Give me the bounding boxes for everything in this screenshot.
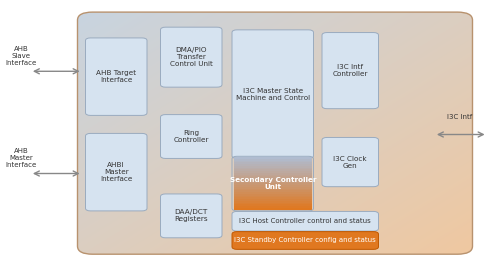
Bar	[234, 180, 312, 182]
FancyBboxPatch shape	[160, 27, 222, 87]
Text: I3C Intf
Controller: I3C Intf Controller	[332, 64, 368, 77]
Text: I3C Master State
Machine and Control: I3C Master State Machine and Control	[236, 88, 310, 101]
Text: I3C Standby Controller config and status: I3C Standby Controller config and status	[234, 238, 376, 243]
Text: DAA/DCT
Registers: DAA/DCT Registers	[174, 209, 208, 222]
Bar	[234, 187, 312, 189]
FancyBboxPatch shape	[232, 211, 378, 231]
FancyBboxPatch shape	[160, 194, 222, 238]
Bar	[234, 201, 312, 203]
Bar	[234, 175, 312, 176]
Bar	[234, 190, 312, 192]
Bar	[234, 199, 312, 201]
Text: Secondary Controller
Unit: Secondary Controller Unit	[230, 177, 316, 190]
FancyBboxPatch shape	[322, 137, 378, 187]
Bar	[234, 185, 312, 187]
Bar	[234, 159, 312, 161]
Bar	[234, 161, 312, 162]
Text: DMA/PIO
Transfer
Control Unit: DMA/PIO Transfer Control Unit	[170, 47, 212, 67]
Bar	[234, 182, 312, 183]
Text: I3C Clock
Gen: I3C Clock Gen	[334, 155, 367, 169]
Bar	[234, 183, 312, 185]
Text: AHBI
Master
Interface: AHBI Master Interface	[100, 162, 132, 182]
FancyBboxPatch shape	[322, 33, 378, 109]
Bar	[234, 162, 312, 164]
FancyBboxPatch shape	[160, 115, 222, 158]
Bar	[234, 208, 312, 210]
FancyBboxPatch shape	[86, 133, 147, 211]
Bar	[234, 178, 312, 180]
Bar	[234, 203, 312, 204]
Text: AHB
Slave
Interface: AHB Slave Interface	[6, 46, 37, 66]
Bar	[234, 192, 312, 194]
Bar	[234, 189, 312, 190]
Text: AHB
Master
Interface: AHB Master Interface	[6, 148, 37, 168]
Bar	[234, 196, 312, 197]
Bar	[234, 169, 312, 171]
Text: I3C Host Controller control and status: I3C Host Controller control and status	[240, 218, 371, 224]
FancyBboxPatch shape	[232, 30, 314, 158]
Text: Ring
Controller: Ring Controller	[174, 130, 209, 143]
Bar	[234, 164, 312, 166]
Text: AHB Target
Interface: AHB Target Interface	[96, 70, 136, 83]
Bar	[234, 166, 312, 168]
Bar	[234, 197, 312, 199]
Bar	[234, 173, 312, 175]
FancyBboxPatch shape	[232, 232, 378, 249]
Bar	[234, 168, 312, 169]
FancyBboxPatch shape	[86, 38, 147, 115]
Bar	[234, 157, 312, 159]
Bar	[234, 194, 312, 196]
Bar	[234, 176, 312, 178]
Bar	[234, 206, 312, 208]
Bar	[234, 204, 312, 206]
Text: I3C Intf: I3C Intf	[448, 114, 472, 120]
Bar	[234, 171, 312, 173]
